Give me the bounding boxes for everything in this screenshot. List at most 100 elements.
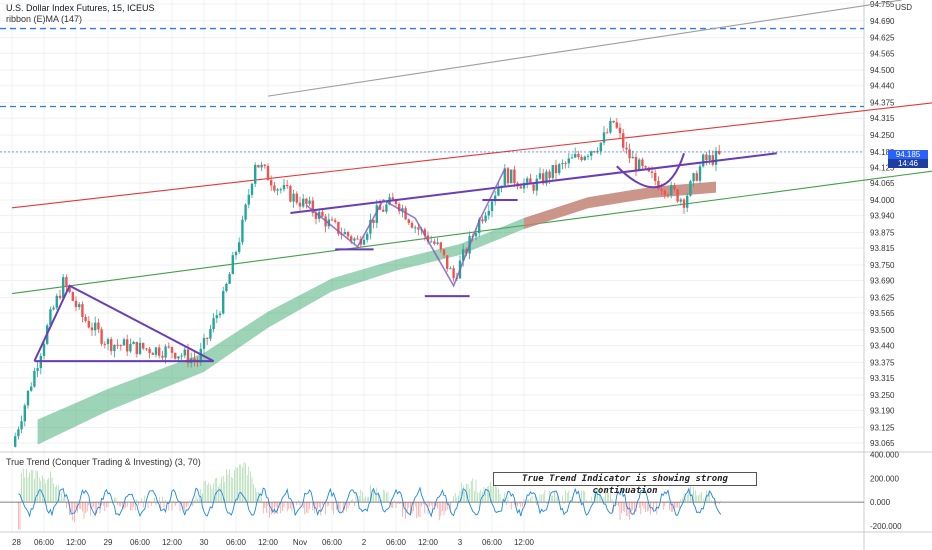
candle-body — [494, 195, 497, 202]
y-tick-label: 94.500 — [870, 66, 895, 75]
candle-body — [593, 151, 596, 153]
candle-body — [596, 151, 599, 153]
candle-body — [644, 166, 647, 168]
candle-body — [382, 209, 385, 212]
candle-body — [199, 348, 202, 363]
candle-body — [321, 211, 324, 217]
candle-body — [519, 186, 522, 189]
candle-body — [506, 168, 510, 184]
candle-body — [298, 202, 302, 207]
candle-body — [286, 185, 289, 187]
candle-body — [23, 405, 26, 422]
y-tick-label: 93.500 — [870, 326, 895, 335]
y-tick-label: 94.315 — [870, 114, 895, 123]
x-tick-label: 06:00 — [322, 538, 343, 547]
candle-body — [295, 193, 298, 203]
y-tick-label: 93.440 — [870, 341, 895, 350]
candle-body — [193, 358, 196, 361]
candle-body — [391, 197, 394, 200]
channel-line-gray — [267, 0, 902, 97]
candle-body — [302, 198, 305, 207]
candle-body — [401, 208, 404, 212]
neckline — [290, 152, 777, 215]
candle-body — [183, 349, 186, 356]
candle-body — [42, 343, 46, 356]
candle-body — [410, 222, 414, 228]
candle-body — [314, 212, 318, 219]
candle-body — [30, 386, 33, 391]
candle-body — [663, 190, 666, 195]
candle-body — [353, 238, 356, 241]
oscillator-annotation: True Trend Indicator is showing strong c… — [493, 472, 757, 496]
candle-body — [263, 164, 266, 166]
candle-body — [689, 181, 692, 196]
candle-body — [250, 183, 254, 195]
candle-body — [161, 355, 164, 358]
candle-body — [599, 142, 602, 152]
candle-body — [58, 295, 62, 299]
candle-body — [138, 342, 142, 355]
candle-body — [55, 295, 58, 308]
candle-body — [292, 193, 295, 202]
candle-body — [113, 344, 116, 352]
candle-body — [590, 151, 593, 156]
candle-body — [394, 199, 398, 204]
x-tick-label: Nov — [293, 538, 307, 547]
candle-body — [119, 345, 122, 347]
candle-body — [423, 229, 426, 236]
candle-body — [577, 153, 580, 157]
candle-body — [279, 189, 282, 191]
candle-body — [145, 348, 148, 350]
candle-body — [17, 429, 20, 437]
candle-body — [474, 233, 478, 237]
triangle-pattern — [33, 284, 215, 363]
candle-body — [174, 352, 177, 359]
y-tick-label: 94.565 — [870, 49, 895, 58]
candle-body — [718, 150, 721, 154]
x-tick-label: 06:00 — [386, 538, 407, 547]
candle-body — [276, 189, 279, 191]
y-tick-label: 93.315 — [870, 374, 895, 383]
candle-body — [330, 219, 334, 221]
candle-body — [206, 337, 209, 339]
candle-body — [308, 200, 311, 204]
candle-body — [433, 241, 436, 244]
candle-body — [446, 255, 449, 269]
candle-body — [398, 203, 401, 212]
x-tick-label: 2 — [362, 538, 367, 547]
candle-body — [711, 155, 714, 165]
candle-body — [375, 205, 378, 223]
candle-body — [692, 173, 695, 182]
candle-body — [586, 155, 590, 157]
candle-body — [350, 236, 353, 241]
candle-body — [356, 238, 359, 240]
candle-body — [449, 268, 452, 270]
candle-body — [606, 132, 609, 134]
candle-body — [151, 353, 154, 355]
x-tick-label: 29 — [104, 538, 113, 547]
chart-title: U.S. Dollar Index Futures, 15, ICEUS — [6, 3, 155, 13]
candle-body — [372, 219, 375, 223]
candle-body — [705, 154, 708, 161]
candle-body — [266, 165, 270, 181]
candle-body — [62, 277, 65, 299]
candle-body — [142, 342, 145, 349]
y-tick-label: 93.565 — [870, 309, 895, 318]
x-tick-label: 12:00 — [162, 538, 183, 547]
y-tick-label: 94.250 — [870, 131, 895, 140]
y-tick-label: 93.190 — [870, 406, 895, 415]
candle-body — [436, 242, 439, 244]
candle-body — [567, 158, 570, 164]
candle-body — [641, 159, 644, 167]
candle-body — [638, 159, 641, 170]
x-tick-label: 3 — [458, 538, 463, 547]
x-tick-label: 06:00 — [226, 538, 247, 547]
candle-body — [679, 199, 682, 202]
x-tick-label: 12:00 — [514, 538, 535, 547]
candle-body — [26, 390, 30, 406]
cup-pattern — [616, 152, 685, 189]
x-tick-label: 30 — [200, 538, 209, 547]
oscillator-tick-label: -200.000 — [870, 522, 902, 531]
candle-body — [209, 329, 212, 339]
